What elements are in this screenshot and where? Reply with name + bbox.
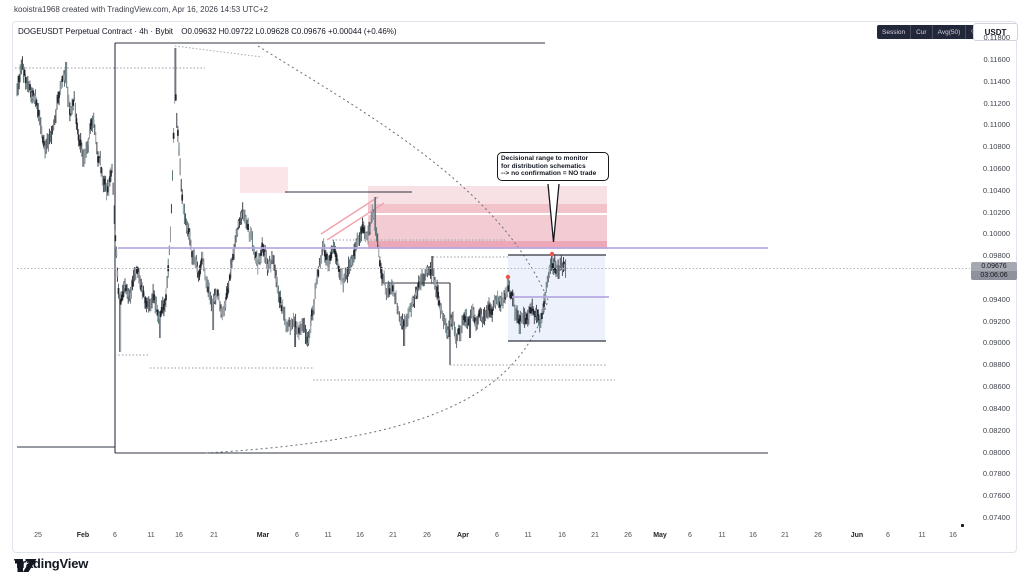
time-axis-tick: 6 [495,532,499,539]
price-axis-label: 0.11200 [983,99,1010,108]
price-axis-label: 0.11800 [983,33,1010,42]
time-axis-tick: 6 [295,532,299,539]
time-axis-tick: 16 [175,532,183,539]
annotation-callout[interactable]: Decisional range to monitor for distribu… [497,152,609,181]
annotation-line-1: Decisional range to monitor [501,155,589,162]
price-axis-label: 0.11400 [983,77,1010,86]
price-axis-label: 0.09200 [982,317,1010,326]
time-axis-tick: 25 [34,532,42,539]
red-marker-dot [549,251,555,257]
tradingview-logo-icon [15,559,37,572]
time-axis-tick: 11 [324,532,332,539]
current-price-tag: 0.09676 03:06:06 [971,262,1017,280]
bar-countdown: 03:06:06 [971,271,1017,280]
channel-line [320,196,379,235]
time-axis-tick: May [653,532,667,539]
supply-zone-lower [368,215,607,241]
time-axis-tick: Mar [256,532,270,539]
price-axis-label: 0.07400 [982,513,1010,522]
ohlc-values: O0.09632 H0.09722 L0.09628 C0.09676 +0.0… [181,27,397,36]
time-axis-tick: 16 [558,532,566,539]
dotted-level-line [174,45,263,58]
time-axis-tick: Feb [76,532,90,539]
annotation-line-3: --> no confirmation = NO trade [501,170,597,178]
time-axis-tick: 11 [918,532,926,539]
time-axis-tick: 21 [389,532,397,539]
price-axis-label: 0.07800 [982,469,1010,478]
symbol-title[interactable]: DOGEUSDT Perpetual Contract · 4h · Bybit [18,27,174,36]
price-axis-label: 0.10600 [982,164,1010,173]
price-axis-label: 0.10800 [982,142,1010,151]
time-axis-tick: 6 [886,532,890,539]
time-axis-tick: 6 [688,532,692,539]
toolbar-segment-cur[interactable]: Cur [911,25,933,39]
time-axis[interactable]: 25 Feb 6 11 16 21 Mar 6 11 16 21 26 Apr 6 11 16 21 26 May 6… [0,528,1024,548]
axis-corner-dot [961,524,964,527]
price-axis-label: 0.11600 [983,55,1010,64]
price-axis[interactable]: 0.11800 0.11600 0.11400 0.11200 0.11000 0.108… [958,0,1012,560]
arc-drawing [204,45,549,454]
supply-zone-lower-band [368,241,607,249]
time-axis-tick: 21 [210,532,218,539]
time-axis-tick: 11 [718,532,726,539]
time-axis-tick: 6 [113,532,117,539]
price-axis-label: 0.11000 [983,120,1010,129]
time-axis-tick: 26 [423,532,431,539]
price-axis-label: 0.09000 [982,338,1010,347]
current-price-value: 0.09676 [971,262,1017,271]
small-supply-box [240,167,288,193]
time-axis-tick: 26 [814,532,822,539]
time-axis-tick: 26 [624,532,632,539]
attribution-text: kooistra1968 created with TradingView.co… [14,5,269,14]
red-marker-dot [505,274,511,280]
price-axis-label: 0.09800 [982,251,1010,260]
time-axis-tick: Jun [850,532,864,539]
time-axis-tick: Apr [456,532,470,539]
brand-footer: TradingView [14,556,88,572]
toolbar-segment-avg50[interactable]: Avg(50) [933,25,967,39]
time-axis-tick: 16 [749,532,757,539]
symbol-title-row[interactable]: DOGEUSDT Perpetual Contract · 4h · Bybit… [18,27,397,36]
currency-button[interactable]: USDT [973,23,1018,41]
annotation-line-2: for distribution schematics [501,162,586,170]
time-axis-tick: 21 [591,532,599,539]
price-axis-label: 0.10000 [982,229,1010,238]
time-axis-tick: 11 [524,532,532,539]
time-axis-tick: 16 [949,532,957,539]
price-axis-label: 0.08000 [982,448,1010,457]
callout-pointer-joint [549,183,558,186]
toolbar-segment-session[interactable]: Session [877,25,912,39]
price-axis-label: 0.08400 [982,404,1010,413]
price-axis-label: 0.07600 [982,491,1010,500]
price-axis-label: 0.10400 [982,186,1010,195]
supply-zone-upper-band [368,204,607,213]
price-axis-label: 0.10200 [982,208,1010,217]
time-axis-tick: 11 [147,532,155,539]
time-axis-tick: 16 [356,532,364,539]
price-axis-label: 0.08800 [982,360,1010,369]
price-axis-label: 0.08600 [982,382,1010,391]
time-axis-tick: 21 [781,532,789,539]
callout-pointer [547,183,560,243]
price-axis-label: 0.09400 [982,295,1010,304]
price-axis-label: 0.08200 [982,426,1010,435]
